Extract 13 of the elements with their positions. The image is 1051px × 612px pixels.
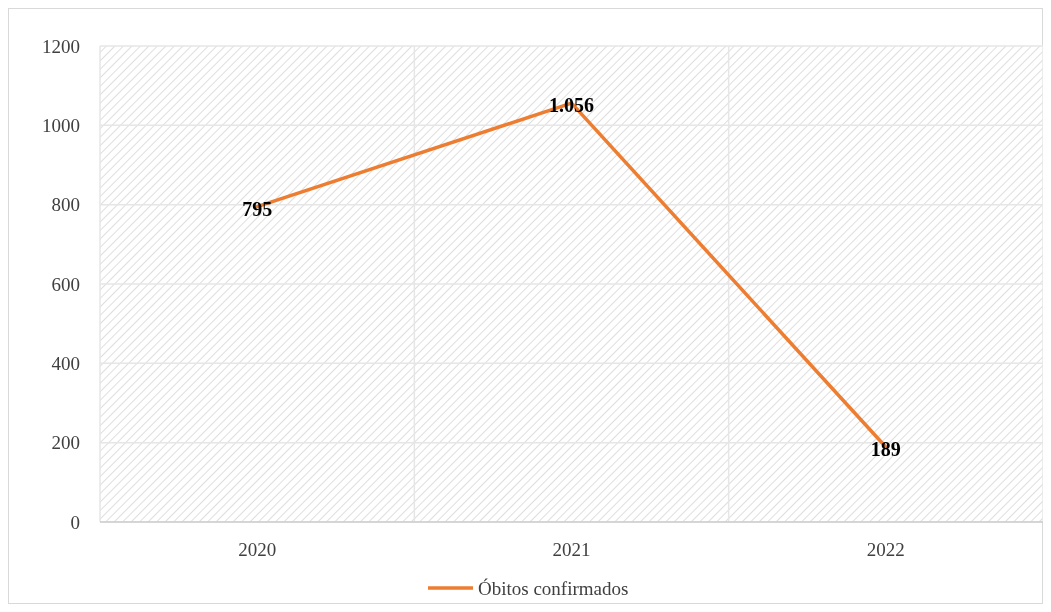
x-tick-label: 2022 (866, 539, 905, 560)
y-tick-label: 400 (51, 352, 80, 374)
y-tick-label: 800 (51, 194, 80, 216)
legend-label: Óbitos confirmados (478, 577, 629, 599)
data-label: 795 (242, 197, 273, 220)
x-tick-label: 2021 (552, 539, 591, 560)
x-tick-label: 2020 (238, 539, 277, 560)
y-tick-label: 600 (51, 273, 80, 295)
data-label: 189 (870, 438, 901, 461)
y-tick-label: 200 (51, 432, 80, 454)
y-tick-label: 0 (70, 511, 80, 533)
y-tick-label: 1000 (42, 114, 80, 136)
y-tick-label: 1200 (42, 35, 80, 57)
